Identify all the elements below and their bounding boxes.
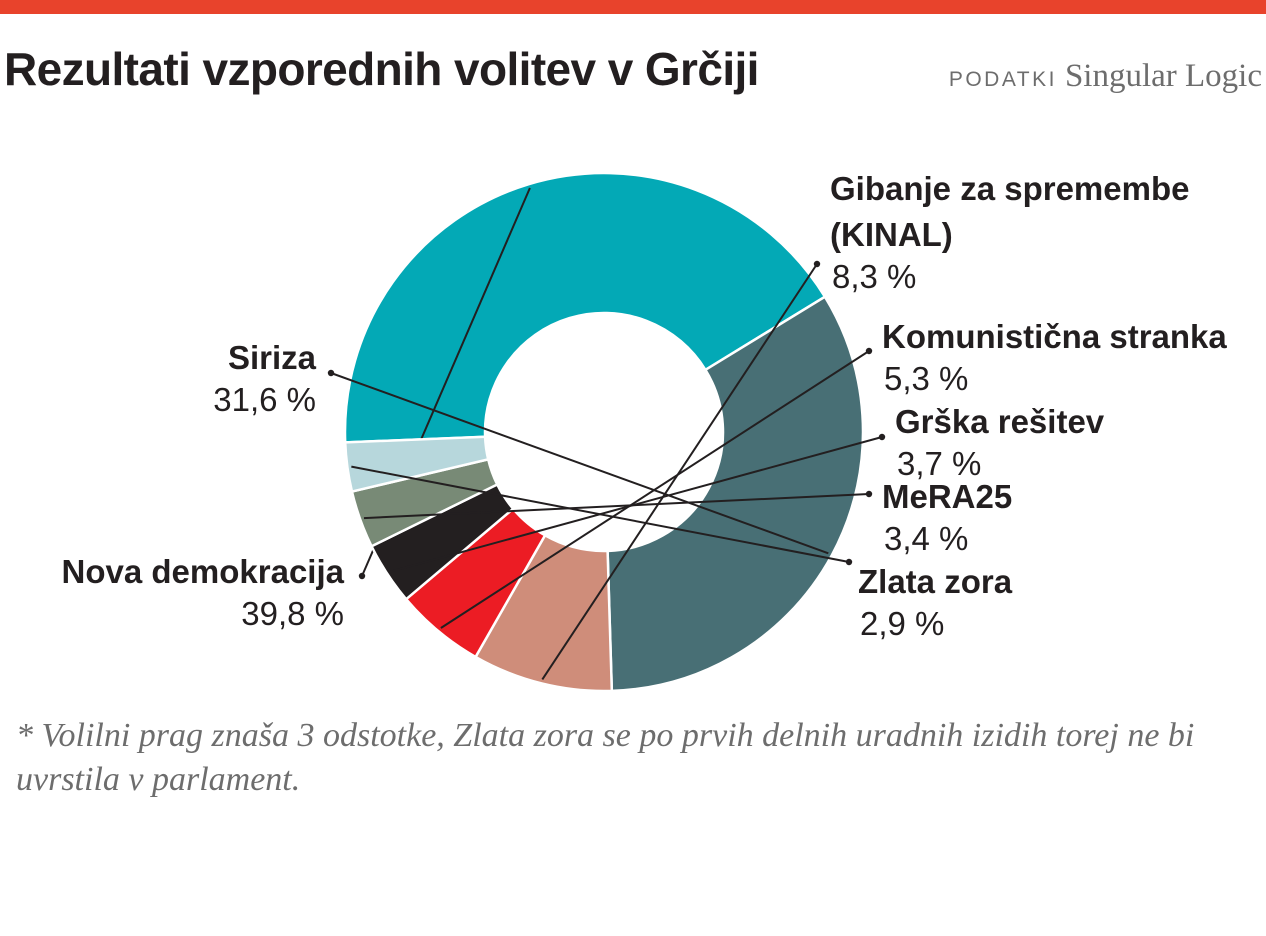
slice-value-2: 8,3 % xyxy=(832,258,916,295)
leader-dot-3 xyxy=(865,347,873,355)
slice-label-1: Siriza xyxy=(228,339,317,376)
slice-label-6: Zlata zora xyxy=(858,563,1013,600)
slice-value-4: 3,7 % xyxy=(897,445,981,482)
leader-line-5 xyxy=(363,493,870,520)
leader-line-2 xyxy=(541,263,818,680)
slice-label-5: MeRA25 xyxy=(882,478,1012,515)
leader-line-6 xyxy=(351,465,850,563)
slice-label-2: Gibanje za spremembe xyxy=(830,170,1189,207)
slice-label-4: Grška rešitev xyxy=(895,403,1105,440)
leader-dot-4 xyxy=(878,433,886,441)
source-label: PODATKI xyxy=(948,68,1057,91)
slice-value-6: 2,9 % xyxy=(860,605,944,642)
leader-dot-0 xyxy=(358,572,366,580)
leader-line-1 xyxy=(330,372,829,555)
slice-label-0: Nova demokracija xyxy=(62,553,345,590)
slice-label-3: Komunistična stranka xyxy=(882,318,1227,355)
donut-chart: Nova demokracija 39,8 % Siriza 31,6 % Gibanj… xyxy=(62,170,1227,693)
leader-dot-1 xyxy=(327,369,335,377)
leader-dot-2 xyxy=(813,260,821,268)
chart-title: Rezultati vzporednih volitev v Grčiji xyxy=(4,43,759,95)
source-credit: PODATKI Singular Logic xyxy=(949,58,1262,95)
leader-dot-5 xyxy=(865,490,873,498)
slice-label-2: (KINAL) xyxy=(830,216,953,253)
slice-value-5: 3,4 % xyxy=(884,520,968,557)
source-name: Singular Logic xyxy=(1064,58,1262,94)
footnote: * Volilni prag znaša 3 odstotke, Zlata z… xyxy=(16,717,1195,798)
leader-dot-6 xyxy=(845,558,853,566)
slice-0 xyxy=(343,171,827,444)
slice-1 xyxy=(606,295,865,693)
slice-value-3: 5,3 % xyxy=(884,360,968,397)
slice-value-1: 31,6 % xyxy=(213,381,316,418)
slice-6 xyxy=(343,435,490,494)
accent-bar xyxy=(0,0,1266,14)
slice-value-0: 39,8 % xyxy=(241,595,344,632)
leader-line-3 xyxy=(440,350,870,629)
